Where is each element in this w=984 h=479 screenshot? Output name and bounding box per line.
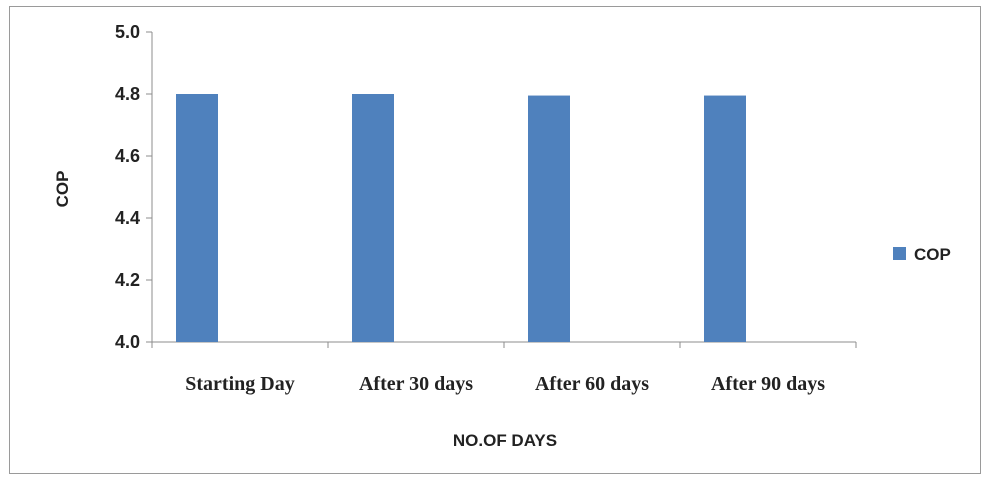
y-tick-label: 4.0 xyxy=(115,332,140,352)
y-tick-label: 5.0 xyxy=(115,22,140,42)
y-tick-label: 4.4 xyxy=(115,208,140,228)
x-tick-label: After 90 days xyxy=(711,373,825,395)
legend: COP xyxy=(893,245,951,264)
legend-label-cop: COP xyxy=(914,245,951,264)
plot-area: 4.0 4.2 4.4 4.6 4.8 5.0 Starting Day After 30 d… xyxy=(115,22,857,395)
bar-after-60-days xyxy=(528,95,570,342)
y-tick-label: 4.2 xyxy=(115,270,140,290)
y-tick-label: 4.8 xyxy=(115,84,140,104)
chart-frame xyxy=(9,6,981,474)
legend-swatch-cop xyxy=(893,247,906,260)
bar-after-30-days xyxy=(352,94,394,342)
bar-starting-day xyxy=(176,94,218,342)
x-tick-label: After 60 days xyxy=(535,373,649,395)
y-tick-label: 4.6 xyxy=(115,146,140,166)
y-axis-title: COP xyxy=(53,171,72,208)
x-axis-title: NO.OF DAYS xyxy=(453,431,557,450)
bar-after-90-days xyxy=(704,95,746,342)
x-tick-label: After 30 days xyxy=(359,373,473,395)
x-tick-label: Starting Day xyxy=(185,373,294,395)
